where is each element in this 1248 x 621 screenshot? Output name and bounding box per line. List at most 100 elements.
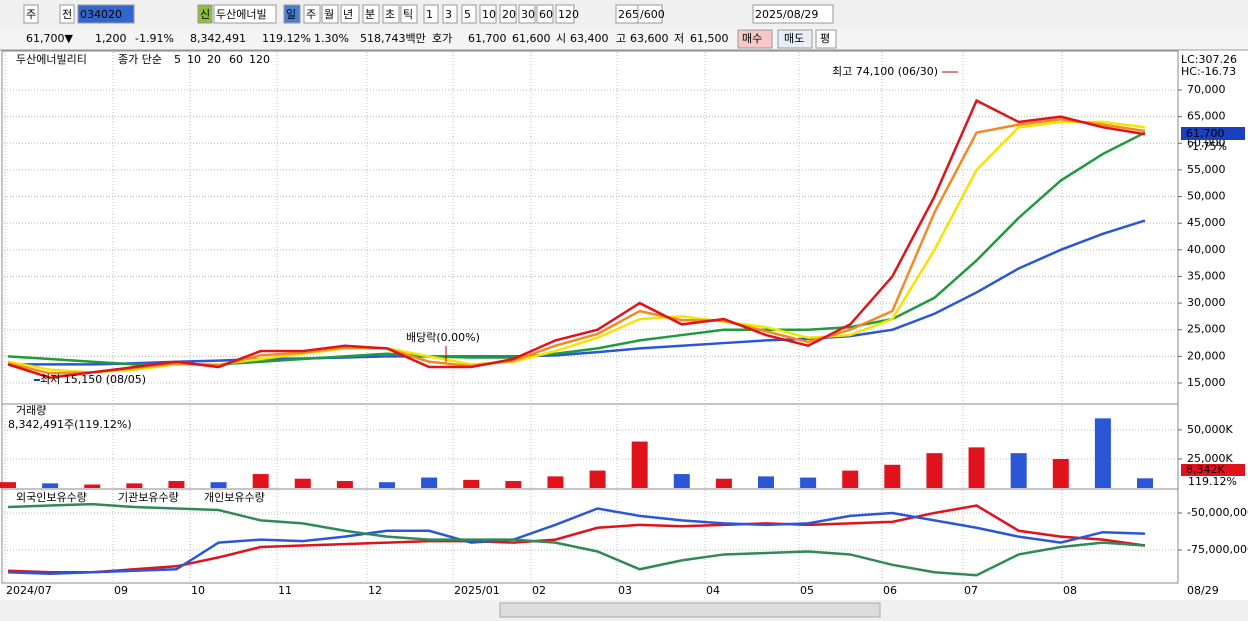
volume-bar [842, 470, 859, 488]
toolbar-label: 분 [365, 8, 375, 21]
volume-bar [42, 483, 59, 488]
toolbar-button[interactable] [197, 4, 213, 24]
x-tick-label: 02 [532, 584, 546, 597]
volume-bar [421, 477, 438, 488]
volume-bar [210, 482, 227, 488]
y-tick-label: 15,000 [1187, 376, 1226, 389]
legend-entry: 개인보유수량 [204, 491, 265, 504]
x-tick-label: 10 [191, 584, 205, 597]
y-tick-label: 30,000 [1187, 296, 1226, 309]
toolbar-button[interactable] [213, 4, 277, 24]
toolbar-button[interactable] [303, 4, 321, 24]
x-tick-label: 2024/07 [6, 584, 52, 597]
legend-entry: 외국인보유수량 [16, 491, 87, 504]
info-bar [0, 28, 1248, 50]
volume-bar [84, 484, 101, 488]
toolbar-button[interactable] [59, 4, 75, 24]
scroll-thumb[interactable] [499, 602, 881, 618]
toolbar-label: 월 [324, 8, 334, 21]
y-tick-label: 25,000 [1187, 323, 1226, 336]
toolbar-label: 2025/08/29 [755, 8, 818, 21]
price-badge [1181, 127, 1245, 140]
change-label: -1.75% [1188, 140, 1227, 153]
button[interactable] [815, 29, 837, 49]
legend-entry: 10 [187, 53, 201, 66]
sell-button[interactable] [777, 29, 813, 49]
y-tick-label: 20,000 [1187, 349, 1226, 362]
series-line [7, 502, 1146, 577]
toolbar-button[interactable] [518, 4, 536, 24]
legend-entry: 5 [174, 53, 181, 66]
toolbar-button[interactable] [77, 4, 135, 24]
info-value: 매수 [742, 32, 762, 45]
x-tick-label: 04 [706, 584, 720, 597]
info-value: 1,200 [95, 32, 127, 45]
volume-bar [0, 482, 16, 488]
toolbar-label: 034020 [80, 8, 122, 21]
legend-entry: 기관보유수량 [118, 491, 179, 504]
y-tick-label: 35,000 [1187, 269, 1226, 282]
toolbar-button[interactable] [637, 4, 663, 24]
toolbar-button[interactable] [321, 4, 339, 24]
toolbar-button[interactable] [499, 4, 517, 24]
info-value: 61,700▼ [26, 32, 73, 45]
buy-button[interactable] [737, 29, 773, 49]
toolbar-button[interactable] [362, 4, 380, 24]
volume-bar [1052, 458, 1069, 488]
volume-bar [126, 483, 143, 488]
x-tick-label: 07 [964, 584, 978, 597]
info-value: 평 [820, 32, 830, 45]
toolbar-label: 틱 [403, 8, 413, 21]
toolbar-label: 5 [464, 8, 471, 21]
volume-bar [168, 481, 185, 488]
y-tick-label: 50,000K [1187, 423, 1233, 436]
toolbar-label: 20 [502, 8, 516, 21]
toolbar-button[interactable] [555, 4, 575, 24]
toolbar-button[interactable] [752, 4, 834, 24]
toolbar-button[interactable] [442, 4, 458, 24]
x-tick-label: 06 [883, 584, 897, 597]
volume-ratio: 119.12% [1188, 475, 1237, 488]
toolbar-button[interactable] [400, 4, 418, 24]
info-value: 119.12% [262, 32, 311, 45]
series-line [7, 507, 1146, 575]
volume-bar [800, 477, 817, 488]
toolbar-label: 전 [62, 8, 72, 21]
x-tick-label: 05 [800, 584, 814, 597]
volume-bar [336, 481, 353, 488]
x-tick-label: 12 [368, 584, 382, 597]
info-value: 61,500 [690, 32, 729, 45]
toolbar-label: 1 [426, 8, 433, 21]
toolbar-label: 30 [521, 8, 535, 21]
toolbar-button[interactable] [423, 4, 439, 24]
toolbar-button[interactable] [479, 4, 497, 24]
y-tick-label: 25,000K [1187, 452, 1233, 465]
toolbar-button[interactable] [382, 4, 400, 24]
volume-bar [463, 479, 480, 488]
lc-label: LC:307.26 [1181, 53, 1237, 66]
toolbar-button[interactable] [23, 4, 39, 24]
stock-name: 두산에너빌리티 [16, 53, 87, 66]
info-value: 8,342,491 [190, 32, 246, 45]
plot-frame [1, 50, 1179, 584]
toolbar-button[interactable] [536, 4, 554, 24]
volume-bar [968, 447, 985, 488]
volume-badge [1181, 464, 1245, 476]
volume-bar [505, 481, 522, 488]
volume-bar [1137, 478, 1153, 488]
toolbar-button[interactable] [283, 4, 301, 24]
info-value: 매도 [784, 32, 804, 45]
dividend-label: 배당락(0.00%) [406, 331, 480, 344]
toolbar-button[interactable] [461, 4, 477, 24]
toolbar-label: 주 [26, 8, 36, 21]
ma-line [7, 98, 1146, 379]
volume-bar [379, 482, 395, 488]
y-tick-label: 50,000 [1187, 190, 1226, 203]
toolbar-label: 주 [306, 8, 316, 21]
toolbar-button[interactable] [340, 4, 360, 24]
volume-badge-label: 8,342K [1186, 463, 1225, 476]
info-value: 고 [616, 32, 626, 45]
toolbar-label: 년 [343, 8, 353, 21]
